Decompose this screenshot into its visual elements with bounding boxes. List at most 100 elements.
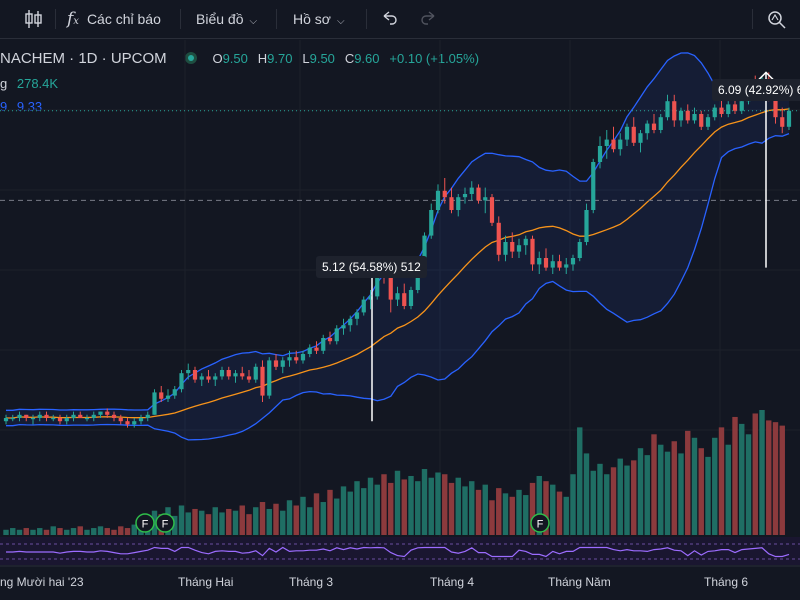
candle-body xyxy=(105,411,110,415)
bollinger-basis xyxy=(6,108,790,419)
volume-bar xyxy=(725,444,731,535)
volume-bar xyxy=(313,493,320,535)
volume-bar xyxy=(712,437,718,535)
volume-bar xyxy=(543,481,549,535)
undo-icon[interactable] xyxy=(380,0,400,38)
indicators-label: Các chỉ báo xyxy=(86,11,161,27)
ohlc-close-value: 9.60 xyxy=(354,51,380,66)
candle-body xyxy=(71,414,76,418)
candle-body xyxy=(651,123,657,130)
candle-body xyxy=(503,242,508,255)
volume-bar xyxy=(590,470,596,535)
candle-body xyxy=(786,110,792,127)
candle-body xyxy=(516,245,522,252)
candle-body xyxy=(17,414,22,418)
volume-bar xyxy=(428,477,434,535)
candle-body xyxy=(348,318,353,326)
volume-bar xyxy=(718,427,725,535)
oscillator-background xyxy=(0,537,800,565)
candle-body xyxy=(84,418,90,420)
volume-bar xyxy=(752,413,758,535)
candle-body xyxy=(44,414,49,418)
candle-body xyxy=(57,418,63,422)
candle-body xyxy=(543,258,549,268)
candle-body xyxy=(78,414,83,418)
indicators-button[interactable]: fx Các chỉ báo xyxy=(67,0,161,38)
redo-icon[interactable] xyxy=(418,0,438,38)
volume-bar xyxy=(408,475,414,535)
volume-bar xyxy=(394,470,401,535)
volume-bar xyxy=(448,482,455,535)
volume-bar xyxy=(239,505,245,535)
event-marker xyxy=(155,513,175,533)
bollinger-fill xyxy=(6,52,789,440)
volume-bar xyxy=(185,512,191,535)
candle-body xyxy=(489,197,495,223)
volume-bars xyxy=(3,410,785,535)
volume-bar xyxy=(374,484,380,535)
candle-body xyxy=(172,389,177,396)
volume-bar xyxy=(766,420,772,535)
x-axis-label: ng Mười hai '23 xyxy=(0,575,84,589)
candle-body xyxy=(496,222,501,255)
chart-type-button[interactable]: Biểu đồ ⌵ xyxy=(196,0,257,38)
candle-body xyxy=(712,107,717,118)
volume-bar xyxy=(97,526,104,535)
candle-body xyxy=(51,418,56,420)
volume-bar xyxy=(361,488,367,535)
candle-body xyxy=(3,418,9,422)
volume-bar xyxy=(57,528,63,535)
candle-body xyxy=(199,376,204,380)
volume-bar xyxy=(475,489,482,535)
candle-body xyxy=(240,373,245,377)
candle-body xyxy=(341,325,346,329)
volume-bar xyxy=(455,477,461,535)
candle-body xyxy=(375,274,380,297)
toolbar-divider xyxy=(180,9,181,29)
volume-bar xyxy=(563,496,569,535)
search-zoom-icon[interactable] xyxy=(766,0,788,38)
volume-bar xyxy=(16,529,23,535)
candle-body xyxy=(719,107,724,114)
top-toolbar: fx Các chỉ báo Biểu đồ ⌵ Hồ sơ ⌵ xyxy=(0,0,800,39)
candle-body xyxy=(24,414,29,418)
volume-bar xyxy=(91,528,97,535)
volume-bar xyxy=(421,469,428,535)
candle-body xyxy=(91,414,96,418)
candle-body xyxy=(658,117,663,130)
volume-bar xyxy=(685,430,691,535)
market-status-dot xyxy=(184,52,197,64)
volume-bar xyxy=(705,456,711,535)
candles xyxy=(3,72,792,428)
candle-body xyxy=(597,146,603,162)
candle-body xyxy=(368,296,373,300)
candle-body xyxy=(361,299,366,313)
profile-button[interactable]: Hồ sơ ⌵ xyxy=(293,0,345,38)
candle-body xyxy=(773,98,778,118)
candles-icon[interactable] xyxy=(22,0,46,38)
volume-bar xyxy=(678,453,684,535)
candle-body xyxy=(219,370,225,377)
volume-bar xyxy=(192,508,198,535)
volume-bar xyxy=(482,484,488,535)
volume-bar xyxy=(658,444,664,535)
candle-body xyxy=(213,376,218,380)
candle-body xyxy=(30,418,36,420)
function-icon: fx xyxy=(67,9,79,29)
candle-body xyxy=(422,235,427,271)
symbol-title[interactable]: NACHEM · 1D · UPCOM xyxy=(0,50,167,67)
candle-body xyxy=(64,418,69,422)
volume-bar xyxy=(300,496,306,535)
event-marker xyxy=(530,513,550,533)
volume-bar xyxy=(604,474,610,535)
ohlc-close-key: C xyxy=(344,51,355,66)
candle-body xyxy=(273,360,279,367)
event-marker-label: F xyxy=(162,519,169,531)
candle-body xyxy=(37,414,42,418)
ohlc-change: +0.10 (+1.05%) xyxy=(389,51,480,66)
volume-bar xyxy=(30,529,36,535)
volume-bar xyxy=(509,496,515,535)
candle-body xyxy=(435,190,441,210)
volume-bar xyxy=(644,455,650,535)
